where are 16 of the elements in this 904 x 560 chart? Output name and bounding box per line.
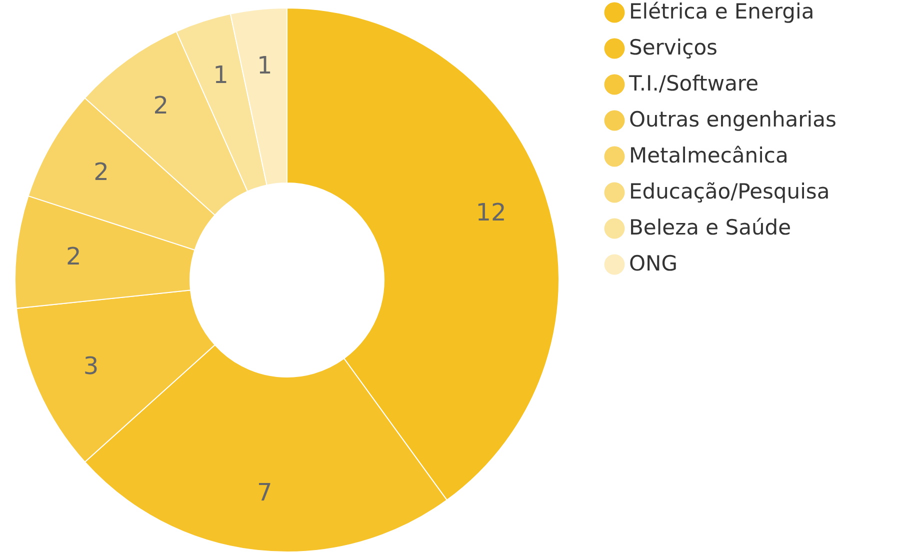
legend-label: Serviços	[629, 36, 718, 60]
data-label: 2	[66, 242, 82, 271]
data-label: 2	[94, 158, 109, 186]
data-label: 1	[213, 61, 228, 89]
legend-label: Educação/Pesquisa	[629, 180, 830, 204]
data-label: 1	[256, 52, 272, 80]
data-label: 7	[256, 478, 272, 506]
data-label: 2	[153, 91, 169, 120]
data-label: 3	[83, 352, 99, 380]
legend-label: Beleza e Saúde	[629, 216, 792, 240]
data-label: 12	[476, 198, 506, 227]
legend-label: ONG	[629, 252, 678, 276]
legend-label: Elétrica e Energia	[629, 0, 814, 24]
legend-label: T.I./Software	[628, 72, 759, 96]
legend-label: Outras engenharias	[629, 108, 836, 132]
legend-label: Metalmecânica	[629, 144, 788, 168]
